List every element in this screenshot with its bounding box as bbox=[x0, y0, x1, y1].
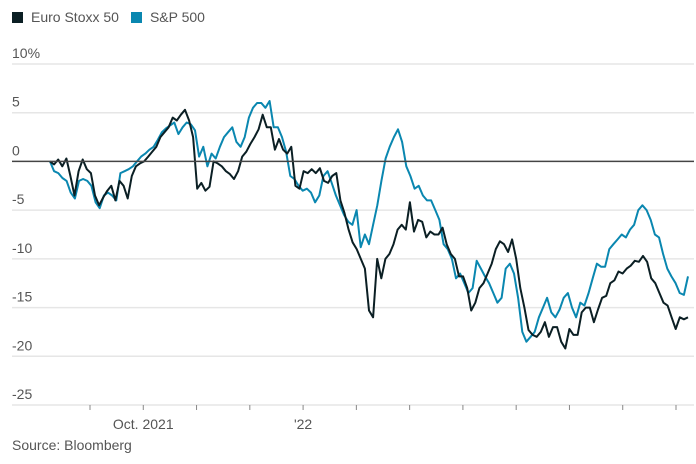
y-tick-label: 10% bbox=[12, 45, 40, 61]
x-tick-label: Oct. 2021 bbox=[113, 416, 174, 432]
y-tick-label: -15 bbox=[12, 289, 32, 305]
y-tick-label: -5 bbox=[12, 191, 25, 207]
series-line-euro-stoxx bbox=[50, 110, 688, 349]
y-tick-label: -25 bbox=[12, 386, 32, 402]
x-tick-label: '22 bbox=[294, 416, 312, 432]
y-tick-label: -20 bbox=[12, 337, 32, 353]
source-note: Source: Bloomberg bbox=[12, 437, 132, 453]
y-tick-label: 0 bbox=[12, 142, 20, 158]
y-tick-label: 5 bbox=[12, 94, 20, 110]
y-tick-label: -10 bbox=[12, 240, 32, 256]
